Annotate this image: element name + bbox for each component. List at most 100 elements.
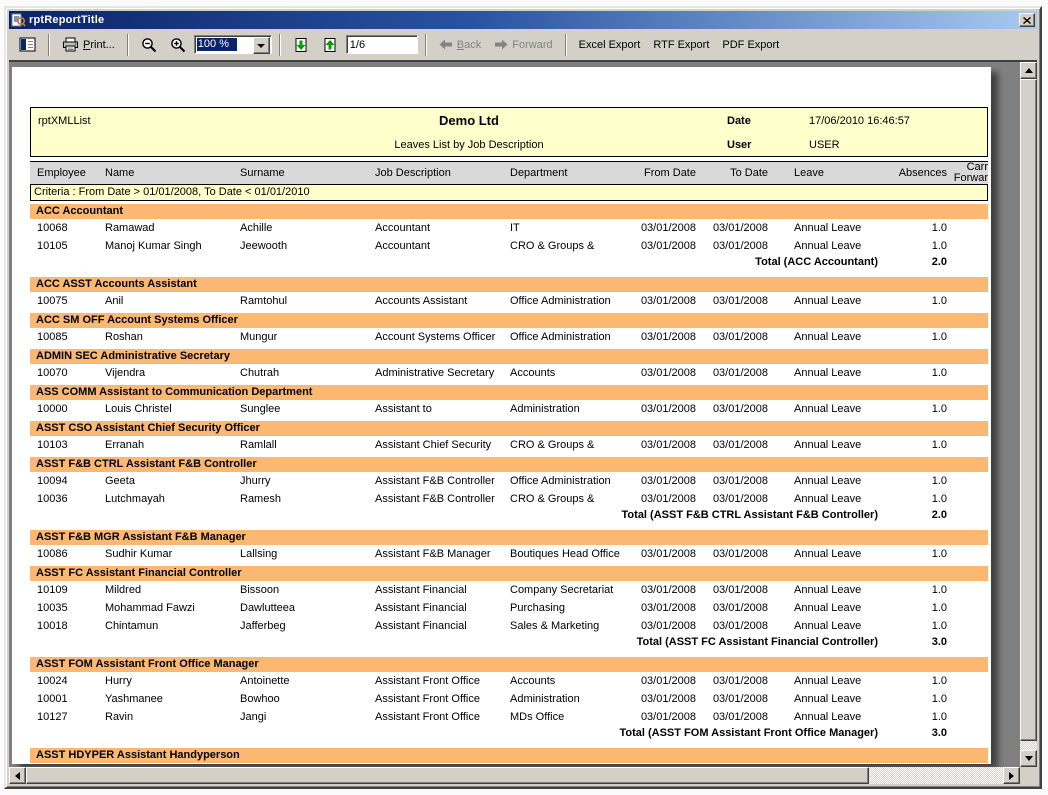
cell-name: Roshan (105, 331, 143, 343)
table-row: 10085 Roshan Mungur Account Systems Offi… (30, 328, 988, 346)
cell-absences: 1.0 (931, 711, 947, 723)
print-button[interactable]: Print... (57, 34, 120, 55)
close-button[interactable] (1019, 13, 1035, 27)
previous-page-button[interactable] (288, 34, 314, 56)
table-row: 10035 Mohammad Fawzi Dawlutteea Assistan… (30, 599, 988, 617)
titlebar: rptReportTitle (9, 11, 1037, 29)
scroll-left-button[interactable] (9, 767, 26, 784)
cell-surname: Bissoon (240, 584, 280, 596)
group-header-band: ACC SM OFF Account Systems Officer (30, 313, 988, 328)
cell-department: Boutiques Head Office (510, 548, 620, 560)
cell-carried-forward (950, 599, 988, 617)
zoom-in-button[interactable] (165, 34, 191, 56)
column-header-employee: Employee (37, 167, 86, 179)
cell-absences: 1.0 (931, 475, 947, 487)
horizontal-scrollbar-thumb[interactable] (26, 767, 869, 784)
cell-leave: Annual Leave (794, 331, 862, 343)
pdf-export-button[interactable]: PDF Export (717, 36, 784, 54)
toolbar-separator (278, 33, 281, 56)
cell-name: Mohammad Fawzi (105, 602, 195, 614)
cell-name: Sudhir Kumar (105, 548, 173, 560)
back-button[interactable]: Back (434, 36, 486, 54)
cell-leave: Annual Leave (794, 620, 862, 632)
cell-absences: 1.0 (931, 331, 947, 343)
toolbar-separator (126, 33, 129, 56)
group-total-row: Total (ACC Accountant) 2.0 (30, 255, 988, 270)
zoom-level-combobox[interactable]: 100 % (193, 35, 272, 54)
cell-name: Louis Christel (105, 403, 172, 415)
group-total-value: 3.0 (931, 727, 947, 739)
cell-department: Administration (510, 693, 580, 705)
cell-from-date: 03/01/2008 (640, 711, 696, 723)
cell-job-description: Assistant Financial (375, 620, 467, 632)
date-label: Date (727, 114, 751, 127)
scroll-right-button[interactable] (1003, 767, 1020, 784)
cell-from-date: 03/01/2008 (640, 602, 696, 614)
back-label: Back (456, 38, 482, 51)
cell-to-date: 03/01/2008 (712, 711, 768, 723)
cell-from-date: 03/01/2008 (640, 367, 696, 379)
column-header-name: Name (105, 167, 135, 179)
scroll-up-button[interactable] (1020, 62, 1037, 79)
report-content: rptXMLList Demo Ltd Date 17/06/2010 16:4… (30, 107, 988, 763)
cell-department: Accounts (510, 675, 556, 687)
cell-to-date: 03/01/2008 (712, 403, 768, 415)
criteria-row: Criteria : From Date > 01/01/2008, To Da… (30, 185, 988, 201)
cell-surname: Jafferbeg (240, 620, 286, 632)
cell-carried-forward (950, 292, 988, 310)
rtf-export-button[interactable]: RTF Export (648, 36, 714, 54)
cell-leave: Annual Leave (794, 295, 862, 307)
cell-surname: Jhurry (240, 475, 271, 487)
cell-job-description: Accountant (375, 240, 431, 252)
column-header-absences: Absences (898, 167, 947, 179)
cell-name: Manoj Kumar Singh (105, 240, 202, 252)
scroll-down-button[interactable] (1020, 750, 1037, 767)
horizontal-scrollbar[interactable] (9, 767, 1020, 784)
page-number-input[interactable] (345, 35, 418, 54)
cell-leave: Annual Leave (794, 367, 862, 379)
vertical-scrollbar-thumb[interactable] (1020, 79, 1037, 741)
cell-job-description: Accounts Assistant (375, 295, 468, 307)
table-row: 10109 Mildred Bissoon Assistant Financia… (30, 581, 988, 599)
cell-surname: Ramlall (240, 439, 277, 451)
column-header-department: Department (510, 167, 568, 179)
excel-export-button[interactable]: Excel Export (574, 36, 646, 54)
cell-job-description: Assistant Financial (375, 602, 467, 614)
cell-leave: Annual Leave (794, 584, 862, 596)
cell-surname: Jangi (240, 711, 267, 723)
cell-employee: 10000 (37, 403, 68, 415)
report-viewer-window: rptReportTitle (4, 6, 1042, 789)
zoom-in-icon (170, 37, 186, 53)
cell-to-date: 03/01/2008 (712, 548, 768, 560)
vertical-scrollbar[interactable] (1020, 62, 1037, 767)
back-arrow-icon (439, 39, 453, 50)
cell-carried-forward (950, 364, 988, 382)
group-tree-icon (19, 37, 36, 52)
cell-from-date: 03/01/2008 (640, 331, 696, 343)
pdf-export-label: PDF Export (722, 38, 780, 51)
cell-absences: 1.0 (931, 602, 947, 614)
company-name: Demo Ltd (439, 113, 499, 128)
group-header-band: ASST HDYPER Assistant Handyperson (30, 748, 988, 763)
cell-employee: 10103 (37, 439, 68, 451)
forward-button[interactable]: Forward (489, 36, 557, 54)
cell-leave: Annual Leave (794, 493, 862, 505)
cell-job-description: Assistant Chief Security (375, 439, 492, 451)
cell-surname: Achille (240, 222, 273, 234)
cell-employee: 10001 (37, 693, 68, 705)
zoom-out-button[interactable] (136, 34, 162, 56)
report-date-row: Date 17/06/2010 16:46:57 (727, 115, 987, 127)
cell-carried-forward (950, 617, 988, 635)
cell-to-date: 03/01/2008 (712, 367, 768, 379)
next-page-button[interactable] (317, 34, 343, 56)
cell-surname: Sunglee (240, 403, 281, 415)
column-header-to-date: To Date (730, 167, 768, 179)
app-icon (11, 13, 26, 27)
group-header-band: ACC ASST Accounts Assistant (30, 277, 988, 292)
cell-to-date: 03/01/2008 (712, 240, 768, 252)
cell-from-date: 03/01/2008 (640, 675, 696, 687)
group-tree-toggle-button[interactable] (14, 34, 41, 55)
cell-to-date: 03/01/2008 (712, 222, 768, 234)
zoom-dropdown-button[interactable] (252, 37, 270, 54)
cell-name: Ravin (105, 711, 134, 723)
